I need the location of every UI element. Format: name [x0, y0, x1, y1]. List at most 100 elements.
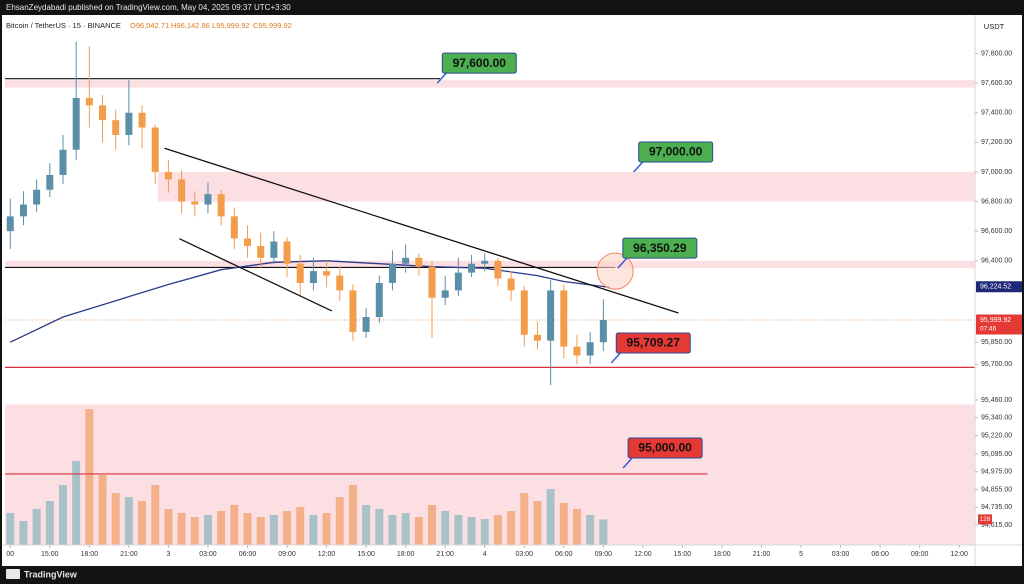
- volume-bar: [283, 511, 292, 545]
- candle-body: [270, 241, 278, 258]
- x-tick-label: 18:00: [397, 551, 415, 558]
- y-tick-label: 97,400.00: [981, 110, 1012, 117]
- volume-bar: [19, 521, 28, 545]
- x-tick-label: 00: [6, 551, 14, 558]
- volume-bar: [507, 511, 516, 545]
- y-tick-label: 95,095.00: [981, 451, 1012, 458]
- volume-bar: [428, 505, 437, 545]
- y-tick-label: 97,600.00: [981, 80, 1012, 87]
- candle-body: [164, 171, 172, 180]
- candle-body: [46, 174, 54, 190]
- candle-body: [586, 342, 594, 356]
- callout-pointer: [633, 161, 644, 173]
- volume-bar: [493, 515, 502, 545]
- zone: [5, 80, 975, 88]
- volume-bar: [546, 489, 555, 545]
- x-tick-label: 12:00: [950, 551, 968, 558]
- volume-bar: [151, 485, 160, 545]
- candle-body: [599, 319, 607, 343]
- volume-bar: [72, 461, 81, 545]
- plot: 97,600.00 97,000.00 96,350.29 95,709.27 95,0…: [5, 41, 975, 545]
- y-tick-label: 94,615.00: [981, 522, 1012, 529]
- x-tick-label: 06:00: [871, 551, 889, 558]
- x-tick-label: 09:00: [278, 551, 296, 558]
- candle-body: [191, 201, 199, 205]
- volume-bar: [480, 519, 489, 545]
- volume-bar: [572, 509, 581, 545]
- volume-label-box: [978, 514, 992, 525]
- y-tick-label: 94,975.00: [981, 469, 1012, 476]
- x-tick-label: 21:00: [753, 551, 771, 558]
- candle-body: [309, 271, 317, 283]
- candle-body: [336, 275, 344, 291]
- y-tick-label: 95,340.00: [981, 415, 1012, 422]
- x-tick-label: 15:00: [41, 551, 59, 558]
- x-tick-label: 06:00: [239, 551, 257, 558]
- candle-body: [349, 290, 357, 332]
- x-tick-label: 03:00: [199, 551, 217, 558]
- volume-bar: [454, 515, 463, 545]
- callout-label: 97,600.00: [453, 56, 507, 70]
- callout-label: 95,000.00: [638, 441, 692, 455]
- y-tick-label: 95,850.00: [981, 339, 1012, 346]
- volume-bar: [414, 517, 423, 545]
- volume-bar: [164, 509, 173, 545]
- volume-bar: [32, 509, 41, 545]
- candle-body: [19, 204, 27, 217]
- footer-brand: TradingView: [24, 569, 78, 579]
- volume-bar: [269, 515, 278, 545]
- x-tick-label: 5: [799, 551, 803, 558]
- candle-body: [283, 241, 291, 264]
- candle-body: [33, 189, 41, 205]
- candle-body: [204, 194, 212, 205]
- zone: [157, 171, 975, 202]
- volume-bar: [111, 493, 120, 545]
- callout-label: 97,000.00: [649, 145, 703, 159]
- volume-bar: [375, 509, 384, 545]
- volume-bar: [124, 497, 133, 545]
- y-tick-label: 94,735.00: [981, 504, 1012, 511]
- candle-body: [375, 282, 383, 318]
- volume-bar: [6, 513, 15, 545]
- candle-body: [151, 127, 159, 172]
- price-label-box: [976, 314, 1022, 335]
- volume-bar: [559, 503, 568, 545]
- candle-body: [217, 194, 225, 217]
- candle-body: [441, 290, 449, 298]
- y-tick-label: 96,400.00: [981, 258, 1012, 265]
- symbol: Bitcoin / TetherUS · 15 · BINANCE: [6, 21, 121, 30]
- ohlc-value: O96,042.71: [130, 21, 169, 30]
- trendline: [179, 238, 333, 312]
- callout-label: 95,709.27: [627, 336, 681, 350]
- callout-box: [622, 237, 698, 259]
- volume-bar: [203, 515, 212, 545]
- candle-body: [573, 346, 581, 356]
- volume-bar: [520, 493, 529, 545]
- x-tick-label: 03:00: [832, 551, 850, 558]
- candle-body: [547, 290, 555, 341]
- ohlc-value: L95,999.92: [212, 21, 250, 30]
- candle-body: [6, 216, 14, 232]
- candle-body: [415, 257, 423, 267]
- price-label: 96,224.52: [980, 284, 1011, 291]
- volume-bar: [599, 519, 608, 545]
- callout-box: [615, 332, 691, 354]
- candle-body: [481, 260, 489, 264]
- candle-body: [85, 97, 93, 106]
- candle-body: [125, 112, 133, 135]
- candle-body: [72, 97, 80, 150]
- volume-bar: [586, 515, 595, 545]
- y-tick-label: 97,200.00: [981, 139, 1012, 146]
- ohlc-value: C95,999.92: [253, 21, 292, 30]
- volume-bar: [256, 517, 265, 545]
- candle-body: [507, 278, 515, 291]
- volume-bar: [243, 513, 252, 545]
- x-tick-label: 15:00: [674, 551, 692, 558]
- x-tick-label: 15:00: [357, 551, 375, 558]
- volume-bar: [322, 513, 331, 545]
- callout-pointer: [617, 257, 628, 269]
- zone: [5, 260, 975, 269]
- y-tick-label: 95,460.00: [981, 397, 1012, 404]
- candle-body: [428, 266, 436, 298]
